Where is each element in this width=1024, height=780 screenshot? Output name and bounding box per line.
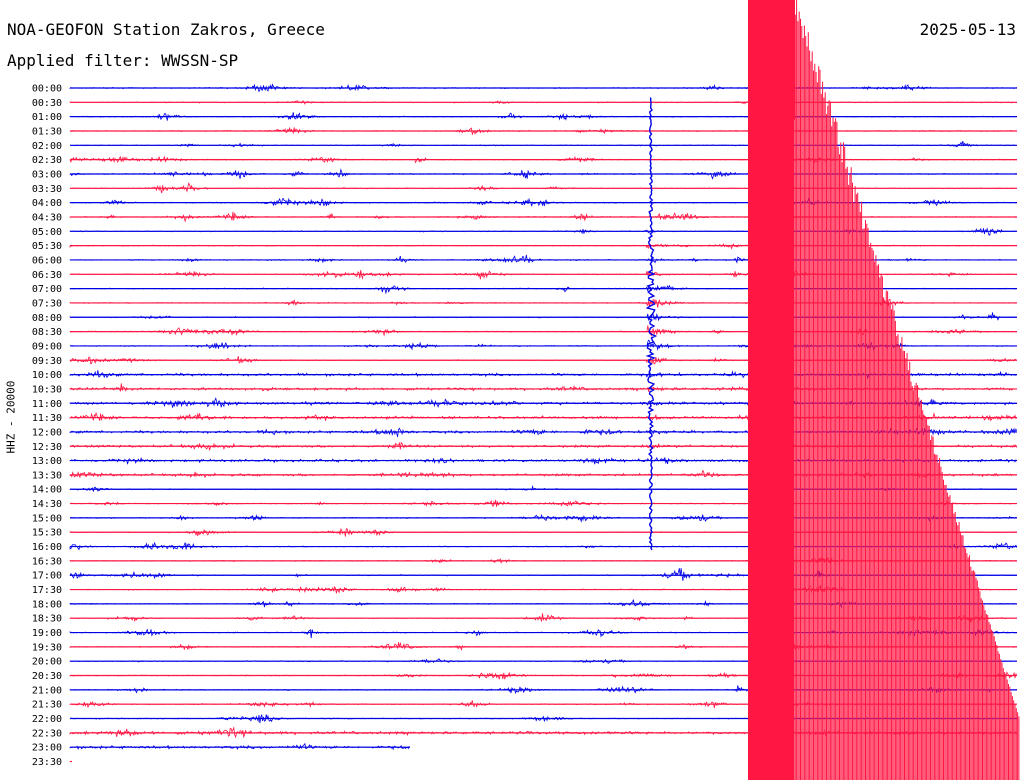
trace-row (69, 742, 410, 751)
filter-label: Applied filter: WWSSN-SP (7, 51, 239, 70)
row-time-label: 20:00 (32, 657, 62, 668)
row-time-label: 02:00 (32, 141, 62, 152)
row-time-label: 21:00 (32, 685, 62, 696)
row-time-label: 23:00 (32, 743, 62, 754)
row-time-label: 16:00 (32, 542, 62, 553)
row-time-label: 19:00 (32, 628, 62, 639)
row-time-label: 08:30 (32, 327, 62, 338)
trace-row (69, 243, 1017, 250)
row-time-label: 14:00 (32, 485, 62, 496)
row-time-label: 01:00 (32, 112, 62, 123)
saturated-spikes (777, 0, 795, 120)
row-time-label: 18:30 (32, 614, 62, 625)
row-time-label: 12:30 (32, 442, 62, 453)
row-time-label: 02:30 (32, 155, 62, 166)
row-time-label: 00:00 (32, 84, 62, 95)
earthquake-spike (645, 97, 658, 551)
row-time-label: 19:30 (32, 642, 62, 653)
row-time-label: 15:00 (32, 513, 62, 524)
row-time-label: 00:30 (32, 98, 62, 109)
row-time-label: 13:30 (32, 470, 62, 481)
row-time-label: 11:00 (32, 399, 62, 410)
row-time-label: 09:00 (32, 341, 62, 352)
earthquake-coda (793, 0, 1020, 780)
row-time-label: 21:30 (32, 700, 62, 711)
row-time-label: 07:30 (32, 298, 62, 309)
row-time-label: 07:00 (32, 284, 62, 295)
row-time-label: 20:30 (32, 671, 62, 682)
trace-row (69, 141, 1017, 148)
row-time-label: 06:30 (32, 270, 62, 281)
row-time-label: 12:00 (32, 427, 62, 438)
row-time-label: 09:30 (32, 356, 62, 367)
row-time-label: 08:00 (32, 313, 62, 324)
date-label: 2025-05-13 (919, 20, 1016, 39)
row-time-label: 04:30 (32, 212, 62, 223)
row-time-label: 18:00 (32, 599, 62, 610)
row-time-label: 16:30 (32, 556, 62, 567)
row-time-label: 17:00 (32, 571, 62, 582)
row-time-label: 22:00 (32, 714, 62, 725)
row-time-label: 13:00 (32, 456, 62, 467)
station-title: NOA-GEOFON Station Zakros, Greece (7, 20, 325, 39)
row-time-label: 05:00 (32, 227, 62, 238)
row-time-label: 10:30 (32, 384, 62, 395)
row-time-label: 03:00 (32, 169, 62, 180)
row-time-label: 17:30 (32, 585, 62, 596)
row-time-label: 14:30 (32, 499, 62, 510)
row-time-label: 03:30 (32, 184, 62, 195)
row-time-label: 22:30 (32, 728, 62, 739)
row-time-label: 01:30 (32, 126, 62, 137)
saturated-signal-block (748, 0, 794, 780)
row-time-label: 10:00 (32, 370, 62, 381)
row-time-label: 11:30 (32, 413, 62, 424)
row-time-label: 15:30 (32, 528, 62, 539)
row-time-label: 05:30 (32, 241, 62, 252)
row-time-label: 04:00 (32, 198, 62, 209)
row-time-label: 06:00 (32, 255, 62, 266)
trace-row (69, 98, 1017, 105)
row-time-label: 23:30 (32, 757, 62, 768)
